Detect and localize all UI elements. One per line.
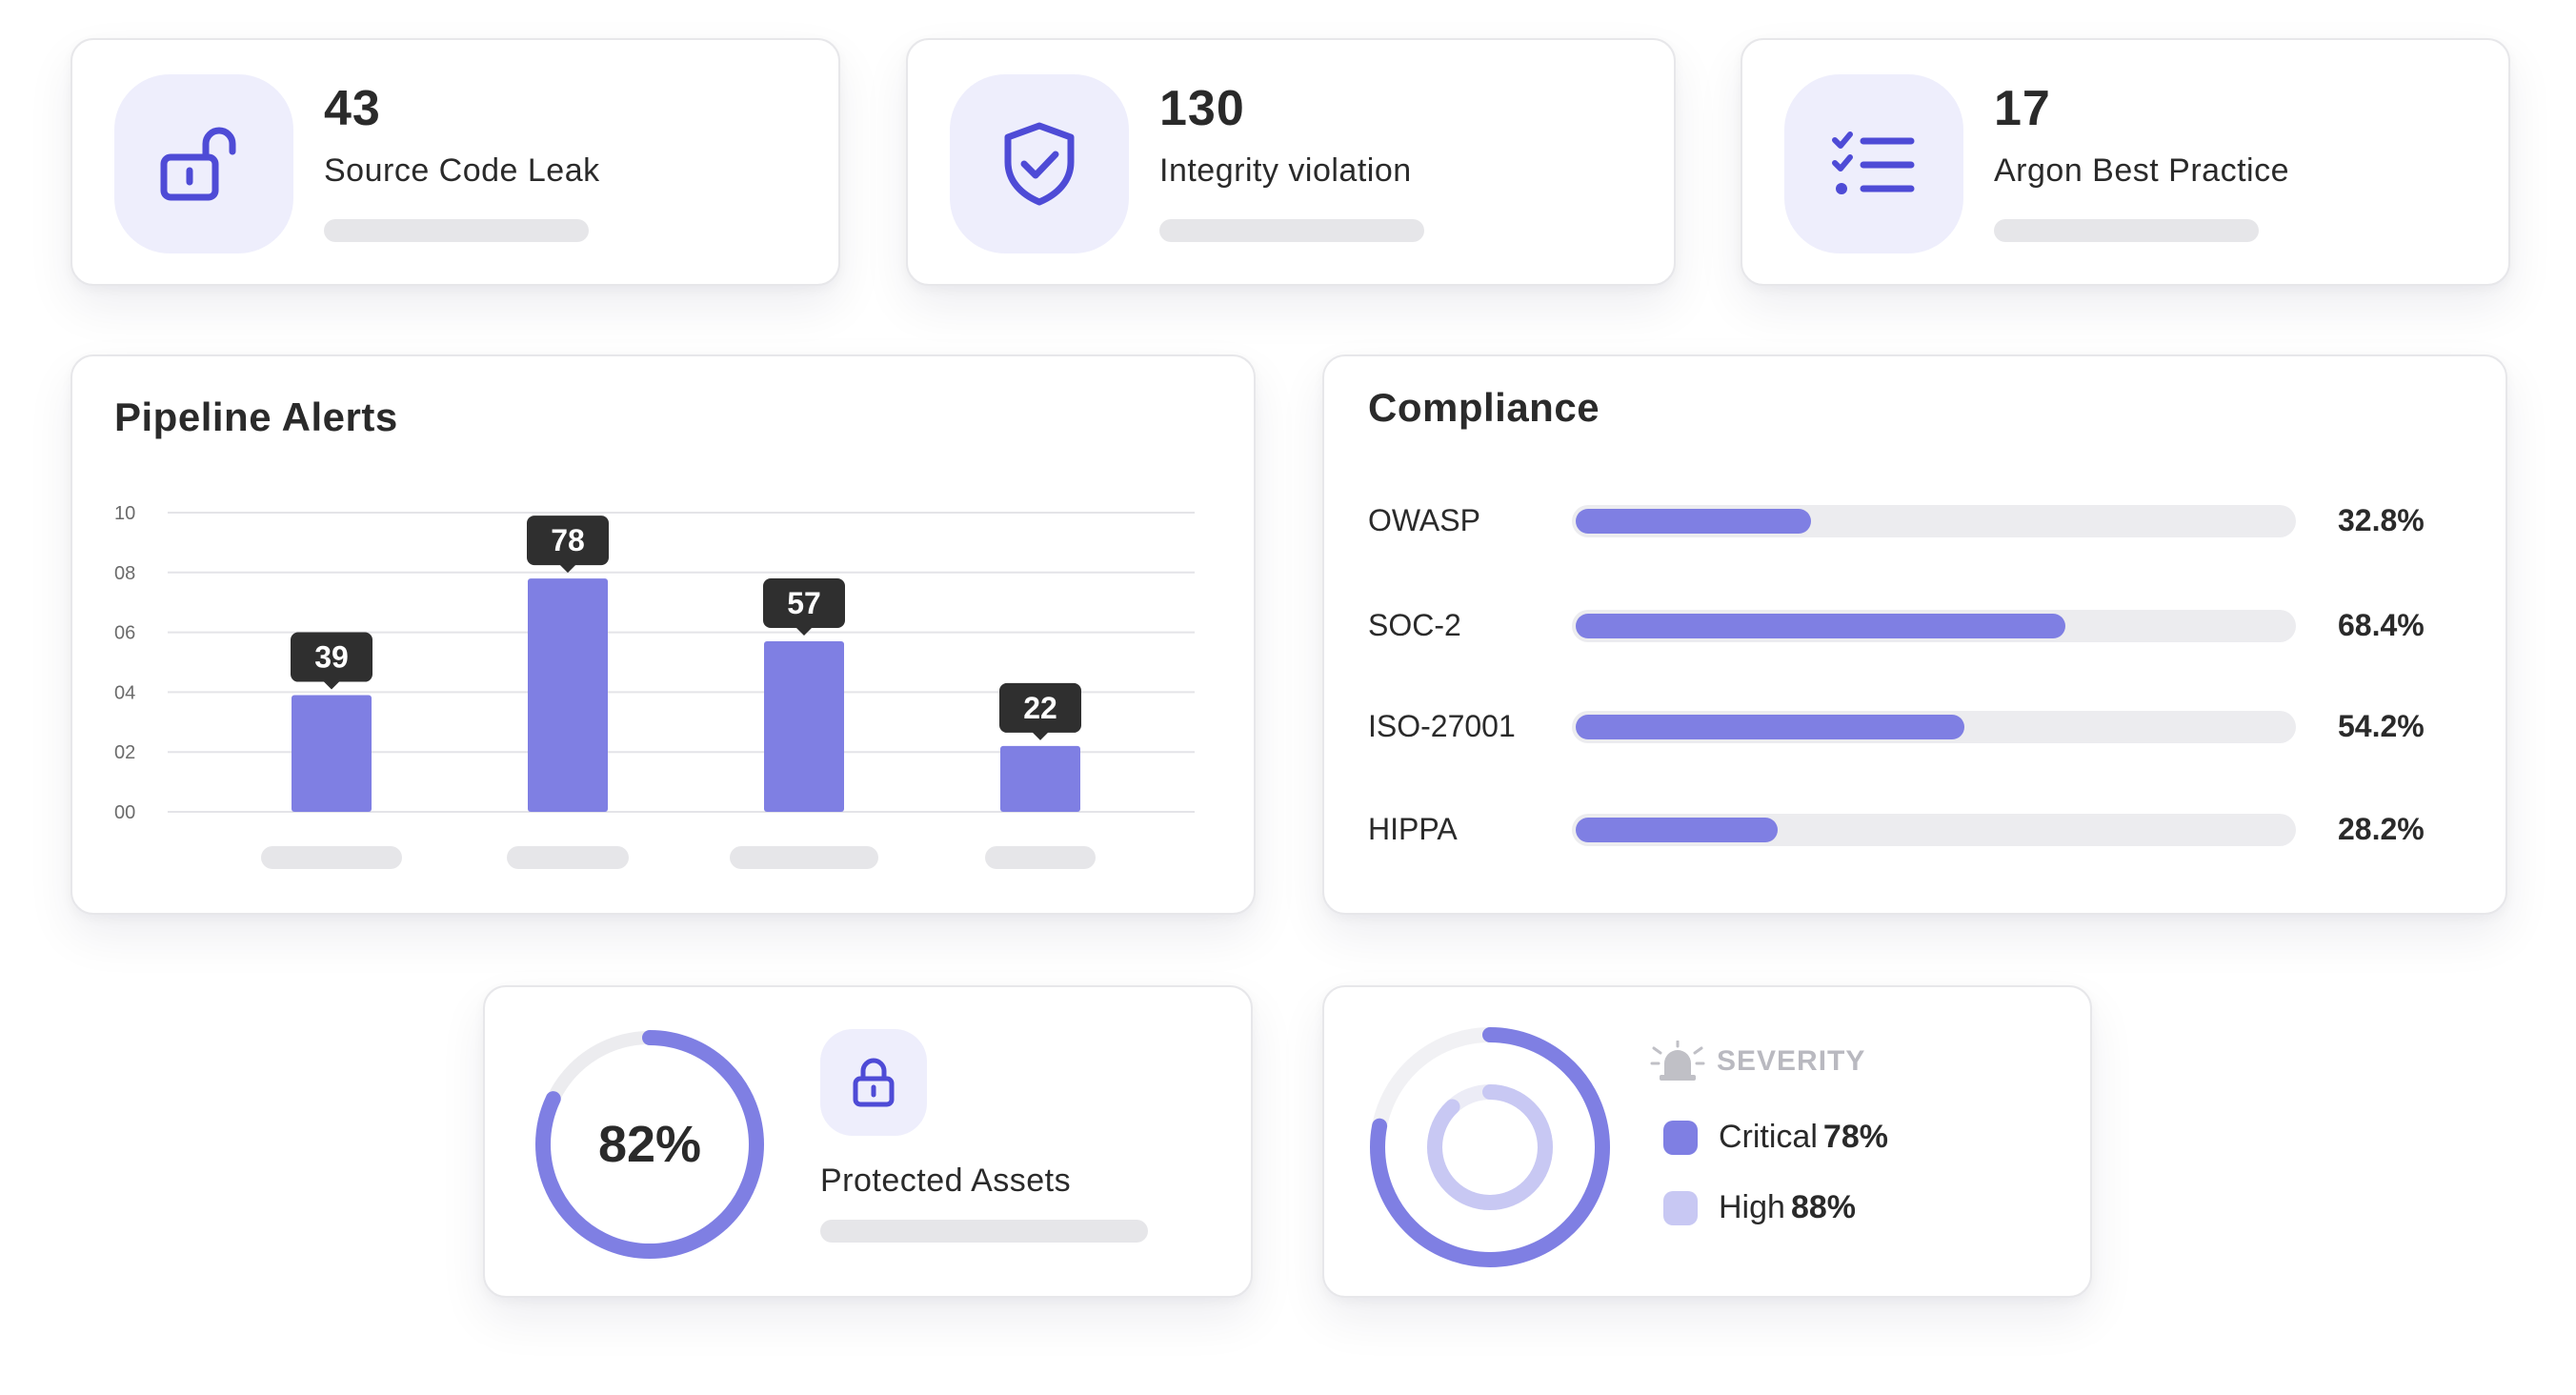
protected-assets-card[interactable]: 82% Protected Assets [483,985,1253,1298]
protected-assets-ring [535,1030,764,1259]
legend-value: 78% [1822,1119,1888,1155]
data-label-bubble [291,632,372,682]
chart-bar [1000,745,1080,812]
compliance-progress-fill [1576,614,2065,638]
pipeline-alerts-card: Pipeline Alerts 00 02 04 06 08 10 39 78 57 22 [70,354,1256,915]
unlock-icon [160,127,236,201]
compliance-row-soc2[interactable]: SOC-2 68.4% [1324,606,2506,644]
compliance-label: ISO-27001 [1368,709,1516,743]
x-label-placeholder [507,846,629,869]
pipeline-bar-chart: 00 02 04 06 08 10 39 78 57 22 [114,503,1195,869]
compliance-progress-fill [1576,818,1778,842]
compliance-label: HIPPA [1368,812,1458,846]
compliance-label: OWASP [1368,503,1480,537]
compliance-value: 54.2% [2338,709,2425,743]
compliance-progress-fill [1576,715,1964,739]
data-label: 22 [1023,691,1057,725]
compliance-progress-track [1572,505,2296,537]
stat-value: 43 [324,81,381,136]
data-label-pointer [323,680,340,690]
placeholder-bar [1159,219,1424,242]
data-label: 78 [551,523,585,557]
x-label-placeholder [261,846,402,869]
legend-item-critical[interactable]: Critical 78% [1663,1119,1888,1156]
severity-critical-arc [1370,1027,1610,1267]
severity-rings [1370,1027,1610,1267]
legend-item-high[interactable]: High 88% [1663,1189,1856,1226]
stat-icon-container [114,74,293,253]
chart-bar [292,695,372,812]
y-tick-label: 08 [114,563,135,584]
compliance-progress-track [1572,711,2296,743]
severity-card[interactable]: SEVERITY Critical 78% High 88% [1322,985,2092,1298]
siren-icon [1650,1041,1705,1081]
compliance-progress-track [1572,814,2296,846]
placeholder-bar [324,219,589,242]
compliance-label: SOC-2 [1368,608,1461,642]
stat-card-source-code-leak[interactable]: 43 Source Code Leak [70,38,840,286]
data-label-pointer [559,564,576,574]
severity-high-arc [1427,1084,1553,1210]
x-label-placeholder [985,846,1096,869]
stat-label: Integrity violation [1159,152,1412,189]
data-label: 39 [314,640,349,675]
legend-label: High [1719,1189,1785,1225]
severity-title: SEVERITY [1717,1045,1866,1077]
compliance-row-hippa[interactable]: HIPPA 28.2% [1324,810,2506,848]
y-tick-label: 04 [114,682,135,703]
stat-card-argon-best-practice[interactable]: 17 Argon Best Practice [1741,38,2510,286]
chart-bar [528,578,608,812]
stat-value: 17 [1994,81,2051,136]
stat-icon-container [950,74,1129,253]
compliance-progress-fill [1576,509,1811,534]
legend-label: Critical [1719,1119,1818,1155]
data-label-bubble [527,516,609,566]
stat-card-integrity-violation[interactable]: 130 Integrity violation [906,38,1676,286]
compliance-row-owasp[interactable]: OWASP 32.8% [1324,501,2506,539]
placeholder-bar [820,1220,1148,1243]
legend-swatch [1663,1190,1698,1225]
protected-assets-percent: 82% [597,1116,702,1173]
stat-label: Source Code Leak [324,152,600,189]
lock-icon [853,1058,895,1107]
protected-assets-label: Protected Assets [820,1162,1072,1199]
data-label-bubble [999,682,1081,733]
protected-assets-arc [535,1030,764,1259]
stat-icon-container [1784,74,1963,253]
pipeline-alerts-title: Pipeline Alerts [114,394,398,439]
y-tick-label: 06 [114,623,135,644]
legend-swatch [1663,1120,1698,1155]
y-tick-label: 00 [114,802,135,823]
legend-text: High 88% [1719,1189,1856,1226]
placeholder-bar [1994,219,2259,242]
stat-value: 130 [1159,81,1245,136]
compliance-card: Compliance OWASP 32.8% SOC-2 68.4% ISO-2… [1322,354,2507,915]
assets-icon-container [820,1029,927,1136]
stat-label: Argon Best Practice [1994,152,2289,189]
severity-header: SEVERITY [1650,1041,1865,1082]
shield-check-icon [1004,122,1075,206]
x-label-placeholder [730,846,878,869]
legend-value: 88% [1790,1189,1856,1225]
compliance-value: 68.4% [2338,608,2425,642]
compliance-title: Compliance [1368,385,1600,430]
compliance-row-iso27001[interactable]: ISO-27001 54.2% [1324,707,2506,745]
compliance-progress-track [1572,610,2296,642]
compliance-value: 32.8% [2338,503,2425,537]
data-label-pointer [795,627,813,637]
checklist-icon [1832,131,1915,194]
y-tick-label: 02 [114,742,135,763]
data-label-bubble [763,578,845,629]
chart-bar [764,641,844,812]
data-label: 57 [787,586,821,620]
y-tick-label: 10 [114,503,135,524]
legend-text: Critical 78% [1719,1119,1888,1156]
compliance-value: 28.2% [2338,812,2425,846]
data-label-pointer [1032,731,1049,740]
